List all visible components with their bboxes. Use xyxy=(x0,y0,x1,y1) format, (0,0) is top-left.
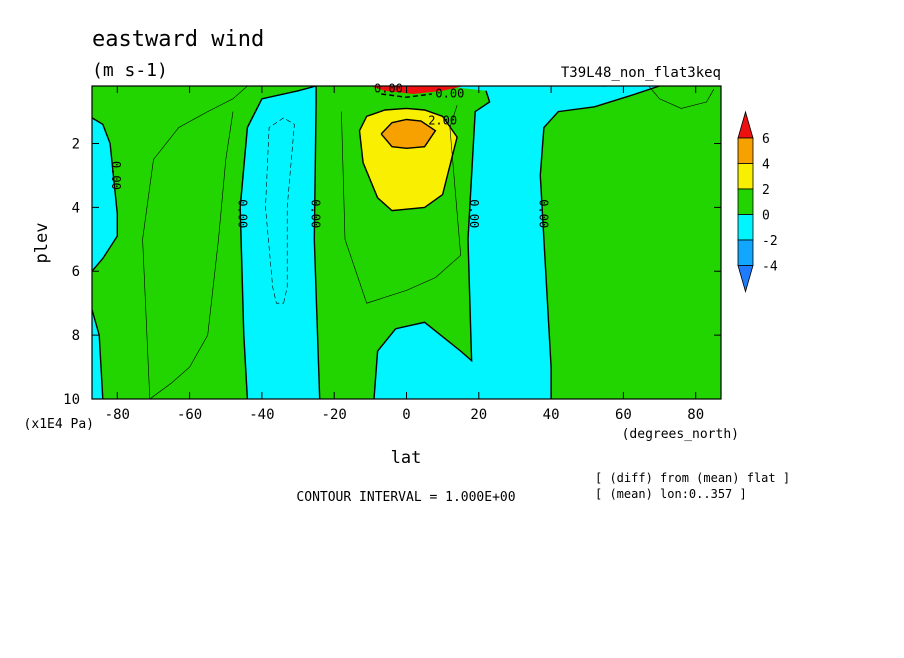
contour-zero-eq xyxy=(373,90,491,399)
contour-label: 0.00 xyxy=(309,199,323,228)
contour-label: 0.00 xyxy=(435,86,464,100)
contour-label: 0.00 xyxy=(109,161,123,190)
colorbar-bottom-arrow xyxy=(737,265,754,293)
x-axis-label: lat xyxy=(391,448,422,468)
colorbar-band xyxy=(737,163,754,190)
contour-zero-40n xyxy=(539,86,660,399)
colorbar-label: 0 xyxy=(762,209,770,224)
region-strong-top-cell xyxy=(370,86,465,94)
x-tick-label: -80 xyxy=(105,407,130,423)
y-tick-label: 10 xyxy=(63,392,80,408)
plot-area: 0.000.00 0.00 0.00 0.000.000.002.00 -80 -60-… xyxy=(63,82,722,423)
chart-units: (m s-1) xyxy=(92,60,168,81)
contour-label: 0.00 xyxy=(236,199,250,228)
x-tick-label: -20 xyxy=(322,407,347,423)
x-tick-label: 60 xyxy=(615,407,632,423)
contour-neg-one-40s xyxy=(265,117,295,304)
y-axis-unit: (x1E4 Pa) xyxy=(24,417,94,432)
x-tick-label: 80 xyxy=(687,407,704,423)
diff-note: [ (diff) from (mean) flat ] xyxy=(595,471,790,485)
contour-two xyxy=(358,107,458,212)
contour-four xyxy=(380,118,437,150)
contour-zero-south xyxy=(92,117,119,272)
x-tick-label: 20 xyxy=(470,407,487,423)
colorbar: -4 -2 0 2 4 6 xyxy=(737,110,778,293)
contour-zero-south-2 xyxy=(92,309,104,399)
colorbar-band xyxy=(737,214,754,241)
y-axis-label: plev xyxy=(32,223,52,264)
axis-ticks: -80 -60 -40 -20 0 20 40 60 80 2 4 6 8 10 xyxy=(63,86,721,423)
contour-lines xyxy=(92,86,715,399)
colorbar-label: 6 xyxy=(762,132,770,147)
contour-label: 2.00 xyxy=(428,114,457,128)
x-tick-label: -40 xyxy=(249,407,274,423)
chart-title: eastward wind xyxy=(92,27,264,52)
colorbar-band xyxy=(737,137,754,164)
contour-label: 0.00 xyxy=(374,82,403,96)
colorbar-label: -2 xyxy=(762,234,778,249)
contour-zero-25s xyxy=(313,86,321,399)
filled-regions xyxy=(92,86,721,399)
contour-neg-top xyxy=(381,93,432,98)
y-tick-label: 4 xyxy=(72,200,80,216)
colorbar-band xyxy=(737,239,754,266)
y-tick-label: 8 xyxy=(72,328,80,344)
y-tick-label: 2 xyxy=(72,136,80,152)
contour-interval: CONTOUR INTERVAL = 1.000E+00 xyxy=(296,490,515,505)
region-green-north xyxy=(540,86,721,399)
colorbar-band xyxy=(737,188,754,215)
x-tick-label: 40 xyxy=(543,407,560,423)
contour-one-south-2 xyxy=(149,111,234,399)
colorbar-label: -4 xyxy=(762,260,778,275)
contour-one-eq xyxy=(341,105,462,304)
x-axis-unit: (degrees_north) xyxy=(622,427,739,442)
region-orange-core xyxy=(381,119,436,149)
region-green-south-polar xyxy=(92,86,317,399)
colorbar-label: 4 xyxy=(762,158,770,173)
mean-note: [ (mean) lon:0..357 ] xyxy=(595,487,747,501)
run-label: T39L48_non_flat3keq xyxy=(561,65,721,81)
contour-label: 0.00 xyxy=(467,199,481,228)
contour-one-south xyxy=(142,86,248,399)
contour-label-group: 0.00 0.00 0.00 0.00 0.00 0.00 0.00 2.00 xyxy=(109,82,551,229)
contour-one-north xyxy=(648,86,715,109)
colorbar-label: 2 xyxy=(762,183,770,198)
x-tick-label: -60 xyxy=(177,407,202,423)
x-tick-label: 0 xyxy=(402,407,410,423)
contour-label: 0.00 xyxy=(537,199,551,228)
colorbar-top-arrow xyxy=(737,110,754,139)
contour-zero-45s xyxy=(239,86,317,399)
y-tick-label: 6 xyxy=(72,264,80,280)
